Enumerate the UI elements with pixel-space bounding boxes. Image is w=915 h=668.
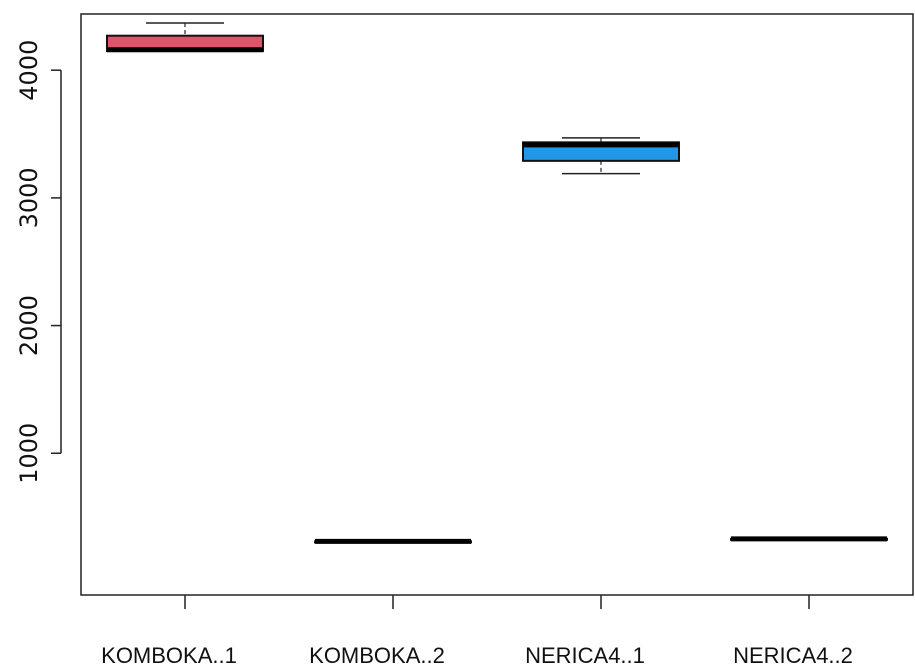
box-1 <box>106 22 264 53</box>
x-tick-label: NERICA4..1 <box>525 643 645 668</box>
x-tick-label: KOMBOKA..1 <box>101 643 237 668</box>
box-2 <box>314 538 472 544</box>
box-3 <box>522 137 680 175</box>
y-tick-label: 4000 <box>15 40 43 101</box>
y-tick-label: 3000 <box>15 167 43 228</box>
x-axis: KOMBOKA..1 KOMBOKA..2 NERICA4..1 NERICA4..2 <box>101 595 853 668</box>
boxes <box>106 22 888 544</box>
plot-frame <box>80 13 914 596</box>
y-tick-label: 2000 <box>15 295 43 356</box>
x-tick-label: KOMBOKA..2 <box>309 643 445 668</box>
x-tick-label: NERICA4..2 <box>733 643 853 668</box>
box-4 <box>730 536 888 542</box>
y-tick-label: 1000 <box>15 423 43 484</box>
y-axis: 1000 2000 3000 4000 <box>15 40 62 484</box>
